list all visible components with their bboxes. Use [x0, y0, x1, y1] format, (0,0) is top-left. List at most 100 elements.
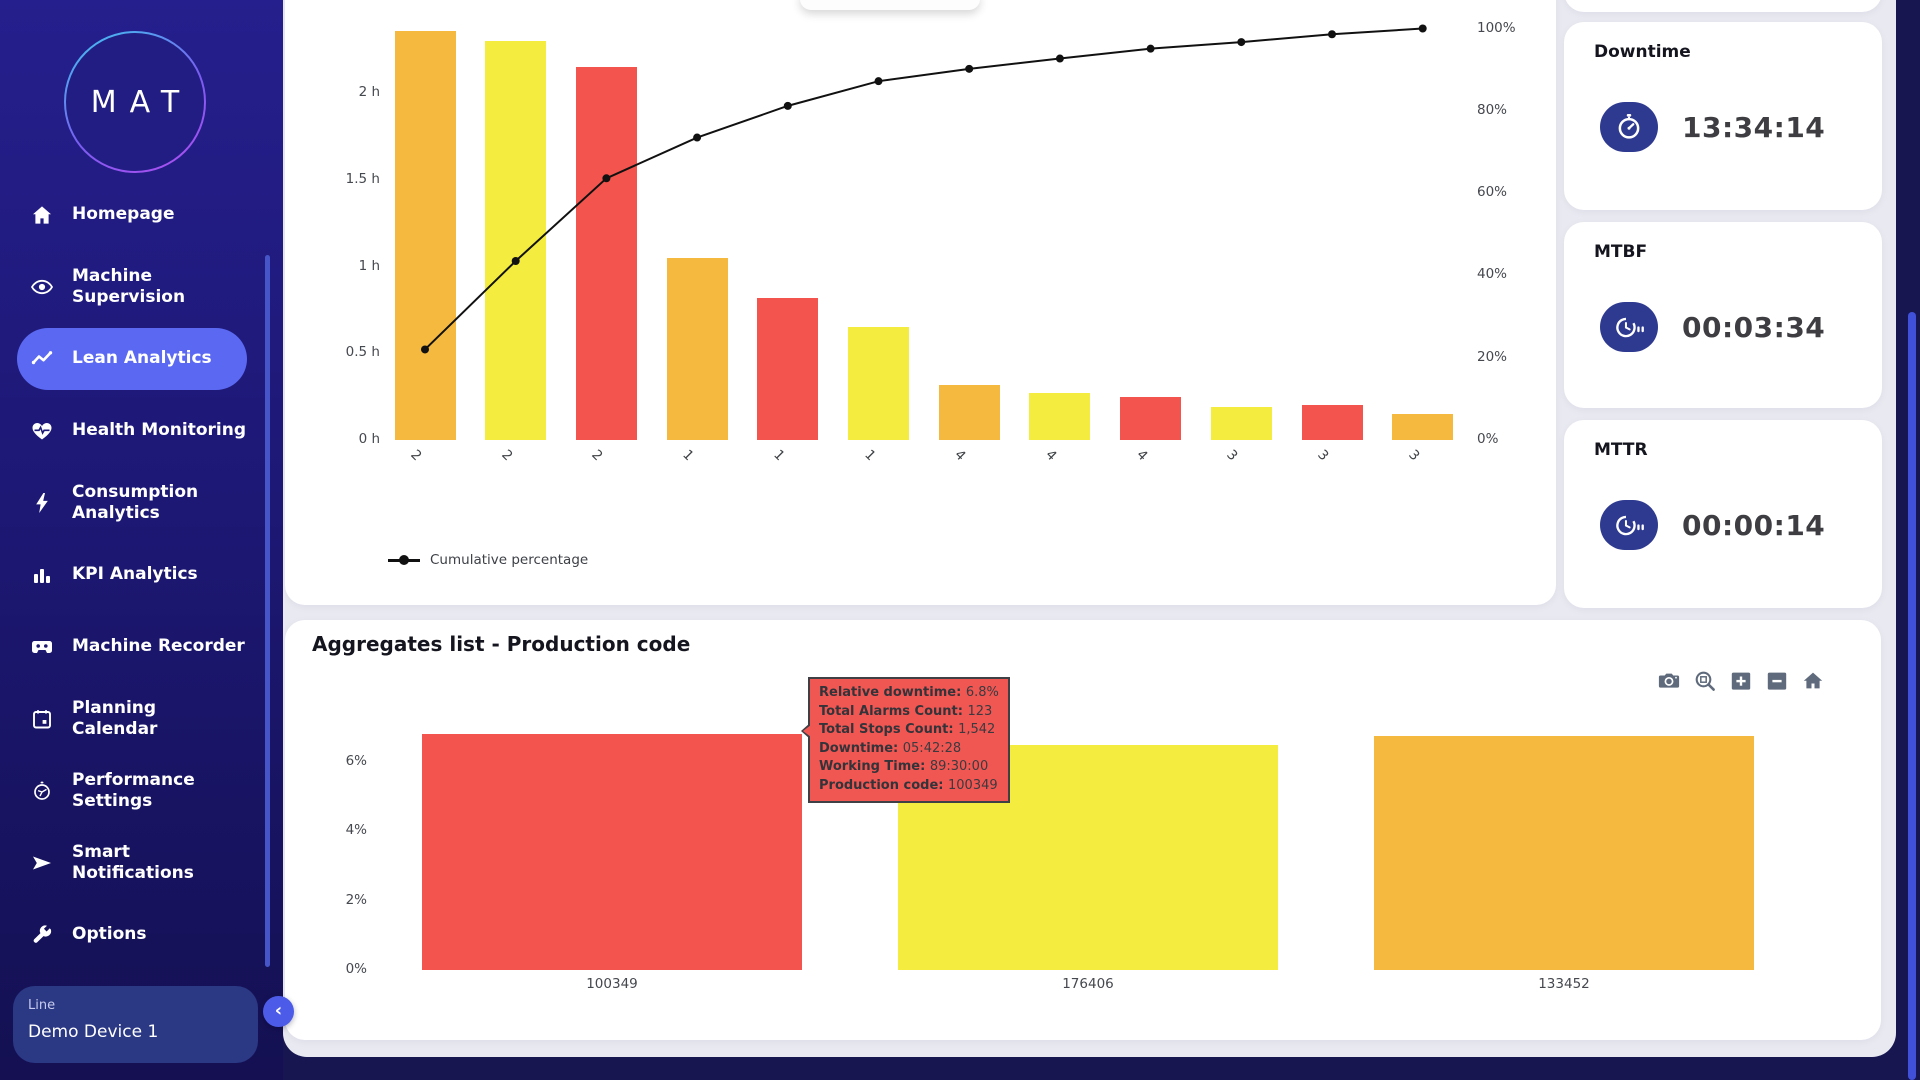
zoom-box-icon[interactable]	[1693, 669, 1717, 693]
calendar-icon	[30, 707, 54, 731]
cumulative-point[interactable]	[1418, 24, 1427, 33]
agg-bar[interactable]	[1374, 736, 1754, 970]
pareto-bar[interactable]	[1120, 396, 1182, 440]
app-logo: MAT	[64, 31, 206, 173]
sidebar-item-label: Options	[72, 924, 147, 945]
sidebar-item-label: Planning Calendar	[72, 697, 158, 739]
sidebar-item-kpi-analytics[interactable]: KPI Analytics	[17, 544, 247, 606]
sidebar-item-label: Health Monitoring	[72, 420, 247, 441]
camera-icon[interactable]	[1657, 669, 1681, 693]
sidebar-collapse-button[interactable]: ‹	[263, 996, 294, 1027]
pareto-yright-tick: 40%	[1477, 266, 1508, 283]
tooltip-row: Working Time: 89:30:00	[819, 759, 989, 774]
cutoff-floating-element	[800, 0, 980, 10]
cumulative-point[interactable]	[602, 174, 611, 183]
chart-modebar	[1657, 669, 1825, 693]
reset-home-icon[interactable]	[1801, 669, 1825, 693]
cumulative-point[interactable]	[783, 101, 792, 110]
cumulative-point[interactable]	[874, 77, 883, 86]
pareto-bar[interactable]	[757, 297, 819, 440]
pareto-bar[interactable]	[666, 258, 728, 440]
sidebar-item-label: KPI Analytics	[72, 564, 198, 585]
kpi-title: Downtime	[1594, 42, 1691, 62]
pareto-yright-tick: 80%	[1477, 101, 1508, 118]
kpi-card-downtime: Downtime 13:34:14	[1564, 22, 1882, 210]
home-icon	[30, 203, 54, 227]
sidebar-item-smart-notifications[interactable]: Smart Notifications	[17, 832, 247, 894]
cumulative-point[interactable]	[965, 64, 974, 73]
sidebar-item-options[interactable]: Options	[17, 904, 247, 966]
tooltip-row: Downtime: 05:42:28	[819, 740, 962, 756]
sidebar-item-label: Machine Supervision	[72, 265, 186, 307]
agg-y-tick: 0%	[345, 961, 367, 977]
pareto-yright-tick: 20%	[1477, 348, 1508, 365]
send-icon	[30, 851, 54, 875]
kpi-title: MTTR	[1594, 440, 1648, 460]
sidebar: MAT Homepage Machine Supervision Lean An…	[0, 0, 283, 1080]
pareto-yleft-tick: 1.5 h	[345, 170, 380, 187]
chevron-left-icon: ‹	[274, 1000, 283, 1021]
pareto-yright-tick: 60%	[1477, 184, 1508, 201]
device-selector-value: Demo Device 1	[28, 1022, 159, 1042]
pareto-chart-card	[285, 0, 1556, 605]
aggregates-title: Aggregates list - Production code	[312, 632, 691, 656]
legend-label: Cumulative percentage	[430, 552, 589, 568]
pareto-bar[interactable]	[1301, 405, 1363, 440]
cumulative-point[interactable]	[1328, 30, 1336, 39]
zoom-in-icon[interactable]	[1729, 669, 1753, 693]
sidebar-item-lean-analytics[interactable]: Lean Analytics	[17, 328, 247, 390]
pareto-bar[interactable]	[1392, 414, 1454, 440]
sidebar-item-health-monitoring[interactable]: Health Monitoring	[17, 400, 247, 462]
agg-x-tick: 176406	[1062, 976, 1114, 992]
agg-bar[interactable]	[422, 734, 802, 970]
device-selector-label: Line	[28, 998, 56, 1013]
pareto-yleft-tick: 1 h	[358, 257, 380, 274]
cumulative-point[interactable]	[1055, 54, 1064, 63]
cumulative-point[interactable]	[693, 133, 702, 142]
pareto-yleft-tick: 2 h	[358, 84, 380, 101]
bar-chart-icon	[30, 563, 54, 587]
sidebar-item-machine-recorder[interactable]: Machine Recorder	[17, 616, 247, 678]
page-scrollbar[interactable]	[1908, 312, 1916, 1080]
cumulative-point[interactable]	[511, 256, 520, 265]
pareto-bar[interactable]	[575, 67, 637, 440]
kpi-card-mttr: MTTR 00:00:14	[1564, 420, 1882, 608]
wrench-icon	[30, 923, 54, 947]
heart-pulse-icon	[30, 419, 54, 443]
pareto-bar[interactable]	[848, 327, 909, 440]
sidebar-item-consumption-analytics[interactable]: Consumption Analytics	[17, 472, 247, 534]
cumulative-point[interactable]	[1146, 44, 1155, 53]
kpi-value: 00:03:34	[1682, 310, 1826, 344]
pareto-bar[interactable]	[1029, 393, 1091, 440]
cumulative-point[interactable]	[421, 345, 429, 354]
zoom-out-icon[interactable]	[1765, 669, 1789, 693]
stopwatch-icon	[1600, 102, 1658, 152]
sidebar-item-planning-calendar[interactable]: Planning Calendar	[17, 688, 247, 750]
sidebar-scrollbar[interactable]	[265, 255, 270, 967]
pareto-bar[interactable]	[1210, 407, 1272, 440]
kpi-card-partial	[1564, 0, 1882, 12]
cumulative-point[interactable]	[1237, 38, 1246, 47]
clock-pause-icon	[1600, 302, 1658, 352]
sidebar-item-homepage[interactable]: Homepage	[17, 184, 247, 246]
tooltip-row: Production code: 100349	[819, 777, 998, 793]
pareto-yright-tick: 0%	[1477, 431, 1499, 447]
bar-hover-tooltip: Relative downtime: 6.8% Total Alarms Cou…	[801, 677, 1010, 803]
sidebar-item-label: Lean Analytics	[72, 348, 212, 369]
gauge-icon	[30, 779, 54, 803]
line-device-selector[interactable]: Line Demo Device 1	[13, 986, 258, 1063]
pareto-bar[interactable]	[394, 31, 456, 440]
bolt-icon	[30, 491, 54, 515]
legend-item-cumulative[interactable]: Cumulative percentage	[388, 552, 588, 568]
sidebar-item-machine-supervision[interactable]: Machine Supervision	[17, 256, 247, 318]
pareto-bar[interactable]	[485, 41, 547, 440]
tooltip-row: Total Alarms Count: 123	[819, 703, 993, 719]
pareto-bar[interactable]	[938, 384, 1000, 440]
agg-x-tick: 133452	[1538, 976, 1590, 992]
kpi-value: 00:00:14	[1682, 508, 1826, 542]
sidebar-item-performance-settings[interactable]: Performance Settings	[17, 760, 247, 822]
pareto-yright-tick: 100%	[1477, 19, 1516, 36]
agg-y-tick: 4%	[345, 822, 367, 839]
